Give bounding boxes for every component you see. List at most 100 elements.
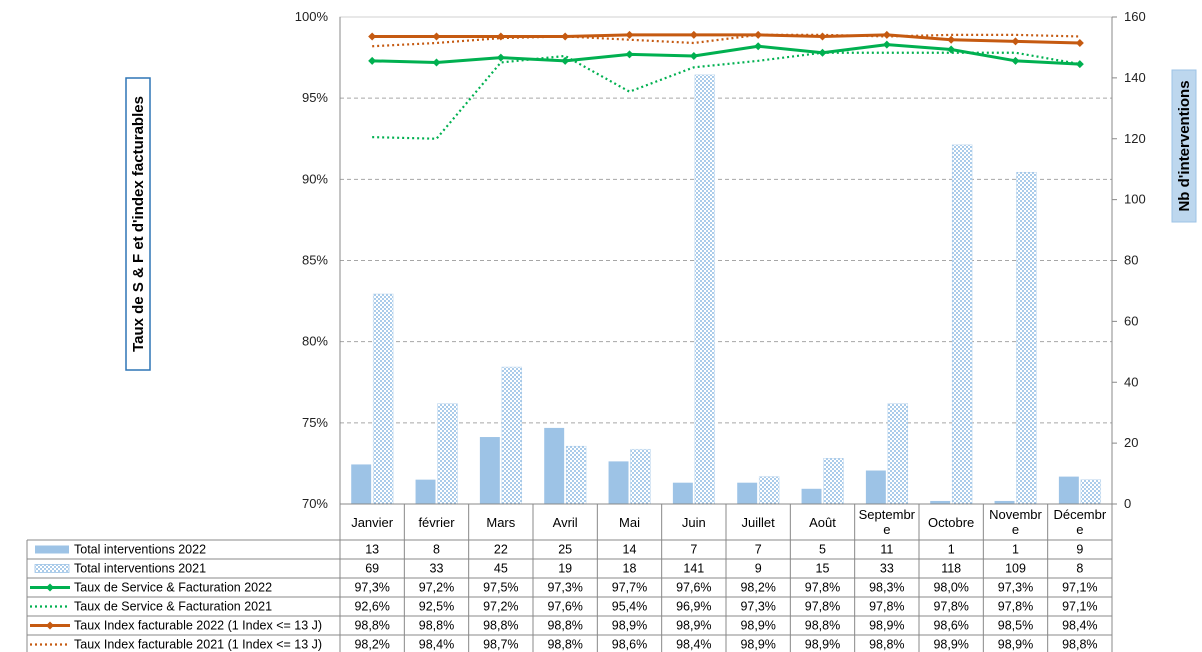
y2-tick-label: 60 <box>1124 313 1138 328</box>
series-line <box>372 33 1080 45</box>
table-cell: 98,4% <box>419 638 454 652</box>
table-cell: 98,9% <box>998 638 1033 652</box>
bar <box>801 488 822 504</box>
table-cell: 45 <box>494 562 508 576</box>
axes: 70% 75% 80% 85% 90% 95% 100% 0 20 40 60 80 100 120 140… <box>295 9 1146 511</box>
table-cell: 92,6% <box>354 600 389 614</box>
data-table: Janvier février Mars Avril Mai Juin Juillet Aoû… <box>26 503 1113 652</box>
series-line <box>372 43 1080 66</box>
table-cell: 98,4% <box>1062 619 1097 633</box>
line-point <box>1075 38 1084 47</box>
table-cell: 98,9% <box>805 638 840 652</box>
y2-tick-label: 0 <box>1124 496 1131 511</box>
line-point <box>432 32 441 41</box>
line-point <box>1075 60 1084 69</box>
table-cell: 19 <box>558 562 572 576</box>
y-tick-label: 80% <box>302 334 328 349</box>
category-label: Décembr <box>1053 507 1106 522</box>
table-cell: 22 <box>494 543 508 557</box>
line-point <box>625 50 634 59</box>
bar <box>501 366 523 505</box>
category-label: Septembr <box>859 507 916 522</box>
table-cell: 109 <box>1005 562 1026 576</box>
table-cell: 97,1% <box>1062 581 1097 595</box>
category-label: Mai <box>619 515 640 530</box>
bar <box>565 445 587 505</box>
table-cell: 97,3% <box>740 600 775 614</box>
category-label: e <box>1076 522 1083 537</box>
table-cell: 97,8% <box>805 600 840 614</box>
bar <box>951 144 973 505</box>
bar <box>1016 171 1037 505</box>
table-cell: 1 <box>1012 543 1019 557</box>
category-label: février <box>418 515 455 530</box>
y2-tick-label: 100 <box>1124 192 1146 207</box>
table-cell: 98,8% <box>805 619 840 633</box>
table-cell: 141 <box>683 562 704 576</box>
table-cell: 98,6% <box>933 619 968 633</box>
line-point <box>432 58 441 67</box>
table-cell: 98,9% <box>740 638 775 652</box>
category-label: Mars <box>486 515 515 530</box>
table-cell: 97,3% <box>998 581 1033 595</box>
category-label: Août <box>809 515 836 530</box>
table-cell: 69 <box>365 562 379 576</box>
left-axis-title: Taux de S & F et d'index facturables <box>130 96 147 352</box>
table-cell: 98,8% <box>547 638 582 652</box>
series-line <box>372 51 1081 140</box>
table-cell: 98,9% <box>869 619 904 633</box>
bar <box>415 479 436 504</box>
right-axis-title-box: Nb d'interventions <box>1171 69 1197 223</box>
table-cell: 97,8% <box>869 600 904 614</box>
table-cell: 98,8% <box>547 619 582 633</box>
table-cell: 1 <box>948 543 955 557</box>
table-cell: 98,0% <box>933 581 968 595</box>
y2-tick-label: 80 <box>1124 253 1138 268</box>
table-cell: 97,3% <box>354 581 389 595</box>
line-point <box>368 32 377 41</box>
line-point <box>625 30 634 39</box>
y-tick-label: 70% <box>302 496 328 511</box>
table-cell: 98,7% <box>483 638 518 652</box>
line-point <box>947 45 956 54</box>
bar <box>1058 476 1079 504</box>
bar <box>865 470 886 504</box>
legend-key <box>35 545 69 554</box>
table-cell: 97,5% <box>483 581 518 595</box>
table-cell: 14 <box>623 543 637 557</box>
table-cell: 7 <box>755 543 762 557</box>
table-cell: 13 <box>365 543 379 557</box>
bar <box>351 464 372 504</box>
category-label: e <box>883 522 890 537</box>
line-point <box>689 51 698 60</box>
legend-label: Taux de Service & Facturation 2021 <box>74 600 272 614</box>
table-cell: 98,3% <box>869 581 904 595</box>
line-point <box>947 35 956 44</box>
table-cell: 11 <box>880 543 893 557</box>
line-point <box>1011 56 1020 65</box>
line-point <box>882 30 891 39</box>
table-cell: 98,2% <box>354 638 389 652</box>
table-cell: 8 <box>1076 562 1083 576</box>
table-cell: 9 <box>1076 543 1083 557</box>
series-line <box>372 33 1080 48</box>
legend-label: Total interventions 2022 <box>74 543 206 557</box>
y-tick-label: 90% <box>302 171 328 186</box>
left-axis-title-box: Taux de S & F et d'index facturables <box>125 77 151 371</box>
y-tick-label: 75% <box>302 415 328 430</box>
bar <box>544 427 565 504</box>
y2-tick-label: 160 <box>1124 9 1146 24</box>
y2-tick-label: 20 <box>1124 435 1138 450</box>
legend-label: Taux de Service & Facturation 2022 <box>74 581 272 595</box>
legend-key <box>34 564 70 573</box>
table-cell: 92,5% <box>419 600 454 614</box>
table-cell: 98,9% <box>612 619 647 633</box>
table-cell: 97,7% <box>612 581 647 595</box>
line-point <box>689 30 698 39</box>
y2-tick-label: 120 <box>1124 131 1146 146</box>
table-cell: 15 <box>816 562 830 576</box>
table-cell: 98,5% <box>998 619 1033 633</box>
table-cell: 25 <box>558 543 572 557</box>
line-point <box>882 40 891 49</box>
